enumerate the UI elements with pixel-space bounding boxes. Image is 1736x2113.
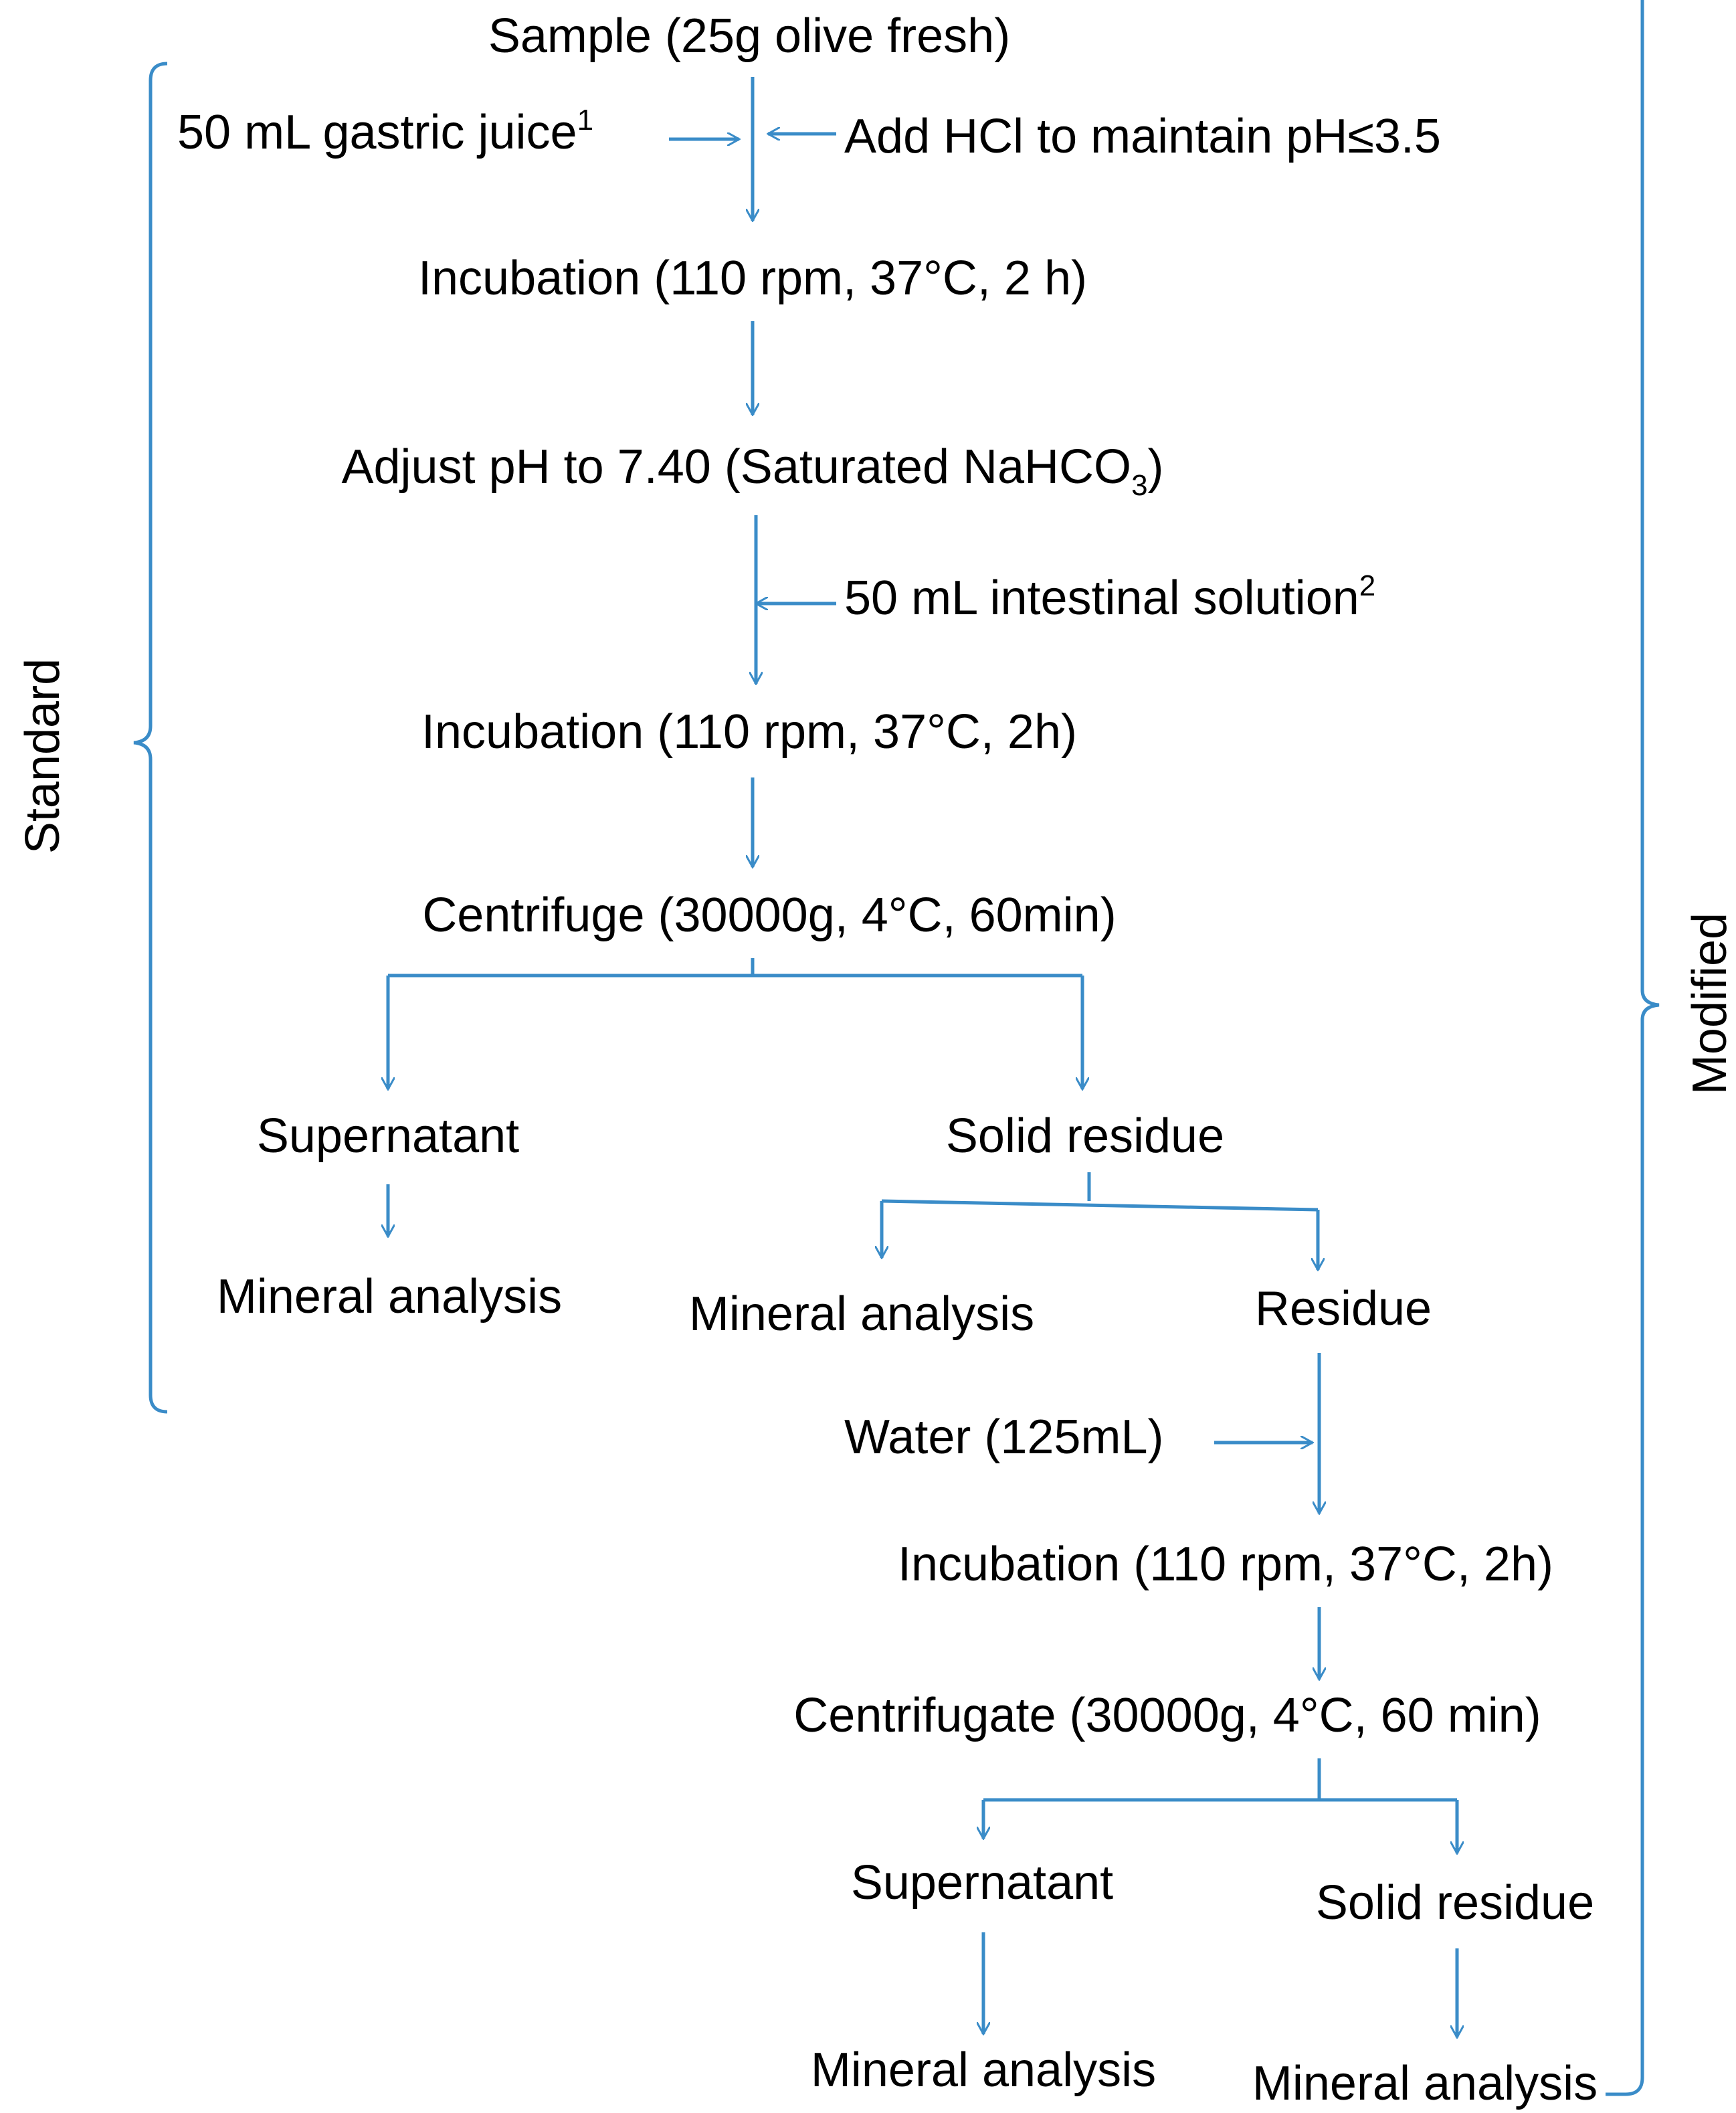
node-solid-residue-1: Solid residue — [946, 1109, 1224, 1163]
node-intestinal-solution: 50 mL intestinal solution2 — [844, 569, 1375, 625]
node-residue: Residue — [1255, 1282, 1432, 1336]
node-supernatant-2: Supernatant — [851, 1856, 1113, 1910]
node-mineral-analysis-1: Mineral analysis — [217, 1270, 562, 1323]
node-adjust-ph: Adjust pH to 7.40 (Saturated NaHCO3) — [341, 440, 1163, 502]
node-add-hcl: Add HCl to maintain pH≤3.5 — [844, 110, 1441, 163]
line-solid-residue-split — [881, 1199, 1319, 1212]
node-sample: Sample (25g olive fresh) — [488, 9, 1010, 63]
node-supernatant-1: Supernatant — [257, 1109, 519, 1163]
node-centrifuge: Centrifuge (30000g, 4°C, 60min) — [422, 889, 1116, 942]
node-mineral-analysis-4: Mineral analysis — [1252, 2057, 1598, 2110]
bracket-standard — [133, 62, 168, 1414]
node-centrifugate: Centrifugate (30000g, 4°C, 60 min) — [793, 1689, 1541, 1742]
node-water: Water (125mL) — [844, 1410, 1163, 1464]
label-modified: Modified — [1683, 913, 1736, 1095]
node-incubation-3: Incubation (110 rpm, 37°C, 2h) — [898, 1538, 1553, 1591]
node-solid-residue-2: Solid residue — [1316, 1876, 1594, 1930]
node-mineral-analysis-2: Mineral analysis — [689, 1287, 1034, 1341]
node-incubation-1: Incubation (110 rpm, 37°C, 2 h) — [418, 252, 1087, 305]
bracket-modified — [1606, 0, 1660, 2096]
node-mineral-analysis-3: Mineral analysis — [811, 2043, 1156, 2097]
node-gastric-juice: 50 mL gastric juice1 — [177, 104, 593, 159]
label-standard: Standard — [16, 658, 70, 854]
node-incubation-2: Incubation (110 rpm, 37°C, 2h) — [421, 705, 1077, 759]
